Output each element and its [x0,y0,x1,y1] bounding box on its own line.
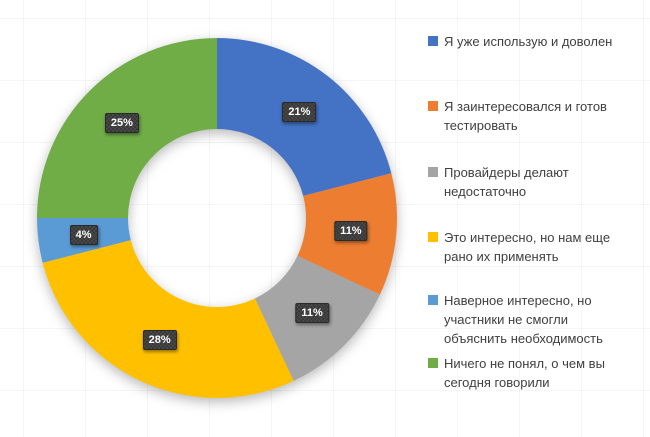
legend-label: Ничего не понял, о чем вы сегодня говори… [444,356,605,390]
legend-item: Я уже использую и доволен [428,32,624,51]
legend-item: Наверное интересно, но участники не смог… [428,291,624,348]
donut-slice-5 [37,38,217,218]
donut-chart [37,38,397,398]
legend-label: Я заинтересовался и готов тестировать [444,99,607,133]
donut-slice-0 [217,38,392,196]
legend-swatch [428,295,438,305]
legend: Я уже использую и доволен Я заинтересова… [428,0,650,437]
legend-label: Наверное интересно, но участники не смог… [444,293,603,346]
legend-swatch [428,358,438,368]
donut-slice-3 [42,240,294,398]
legend-item: Ничего не понял, о чем вы сегодня говори… [428,354,624,392]
legend-swatch [428,232,438,242]
legend-swatch [428,101,438,111]
legend-item: Я заинтересовался и готов тестировать [428,97,624,135]
legend-item: Провайдеры делают недостаточно [428,163,624,201]
legend-label: Я уже использую и доволен [444,34,613,49]
legend-swatch [428,36,438,46]
legend-label: Это интересно, но нам еще рано их примен… [444,230,611,264]
legend-label: Провайдеры делают недостаточно [444,165,569,199]
legend-item: Это интересно, но нам еще рано их примен… [428,228,624,266]
legend-swatch [428,167,438,177]
